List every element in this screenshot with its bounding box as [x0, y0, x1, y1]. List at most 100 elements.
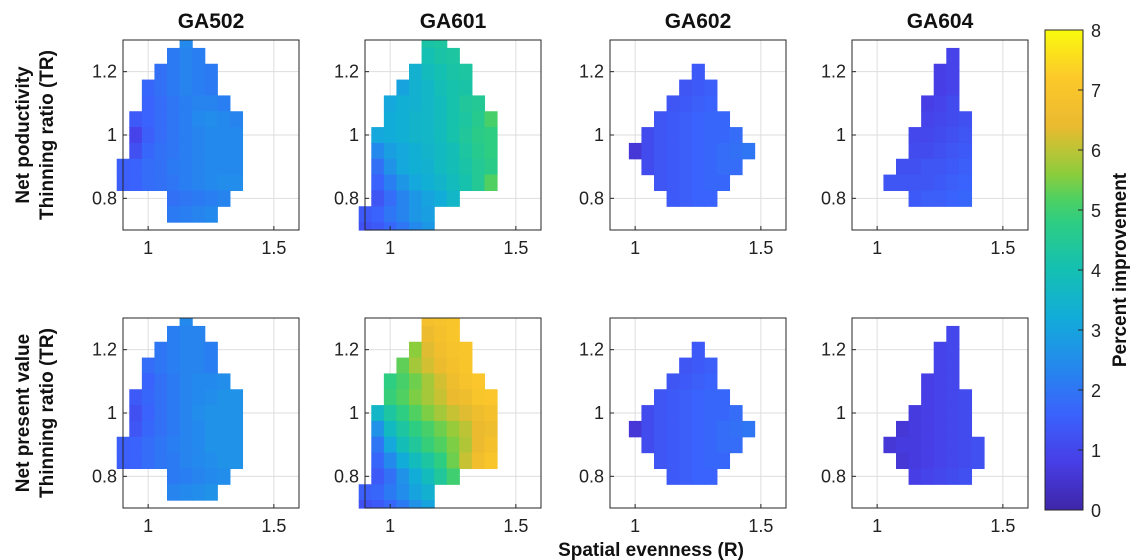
heatmap-cell: [459, 127, 473, 144]
heatmap-cell: [946, 111, 960, 128]
heatmap-cell: [459, 452, 473, 470]
heatmap-cell: [459, 405, 473, 422]
heatmap-cell: [179, 373, 193, 390]
row-label: Thinning ratio (TR): [37, 328, 58, 498]
heatmap-cell: [383, 405, 398, 422]
heatmap-cell: [908, 174, 922, 192]
heatmap-cell: [192, 47, 206, 65]
heatmap-cell: [958, 420, 973, 438]
panel-ga502-productivity: 1 1.5 0.8 1 1.2 GA502: [92, 10, 300, 258]
heatmap-cell: [421, 389, 435, 406]
y-tick-label: 0.8: [821, 188, 846, 208]
heatmap-cell: [204, 357, 218, 375]
heatmap-cell: [654, 158, 668, 176]
heatmap-cell: [434, 373, 448, 390]
heatmap-cell: [933, 373, 947, 390]
heatmap-cell: [641, 158, 655, 176]
heatmap-cell: [471, 405, 486, 422]
heatmap-cell: [409, 127, 423, 144]
heatmap-cell: [192, 63, 206, 81]
heatmap-cell: [409, 206, 423, 223]
heatmap-cell: [459, 142, 473, 160]
heatmap-cell: [729, 405, 743, 422]
heatmap-cell: [446, 318, 460, 327]
heatmap-cell: [167, 190, 181, 207]
heatmap-cell: [192, 389, 206, 406]
heatmap-cell: [691, 63, 705, 81]
heatmap-cell: [217, 373, 231, 390]
heatmap-cell: [421, 206, 435, 223]
heatmap-cell: [654, 405, 668, 422]
heatmap-cell: [409, 190, 423, 207]
y-tick-label: 0.8: [579, 188, 604, 208]
heatmap-cell: [421, 500, 435, 509]
heatmap-cell: [421, 63, 435, 81]
panel-ga604-npv: 1 1.5 0.8 1 1.2: [821, 317, 1029, 536]
heatmap-cell: [409, 63, 423, 81]
heatmap-cell: [141, 174, 156, 192]
heatmap-cell: [679, 405, 693, 422]
heatmap-cell: [179, 95, 193, 112]
heatmap-cell: [933, 127, 947, 144]
heatmap-cell: [691, 452, 705, 470]
heatmap-cell: [141, 452, 156, 470]
heatmap-cell: [204, 484, 218, 501]
heatmap-cell: [921, 190, 935, 207]
heatmap-cell: [217, 95, 231, 112]
heatmap-cell: [654, 452, 668, 470]
heatmap-cell: [217, 420, 231, 438]
heatmap-cell: [179, 206, 193, 223]
heatmap-cell: [167, 63, 181, 81]
heatmap-cell: [421, 357, 435, 375]
heatmap-cell: [229, 158, 244, 176]
heatmap-cell: [217, 436, 231, 454]
heatmap-cell: [167, 341, 181, 359]
heatmap-cell: [179, 127, 193, 144]
heatmap-cell: [654, 174, 668, 192]
heatmap-cell: [691, 389, 705, 406]
heatmap-cell: [883, 174, 897, 192]
heatmap-cell: [484, 142, 498, 160]
heatmap-cell: [409, 373, 423, 390]
heatmap-cell: [704, 405, 718, 422]
heatmap-cell: [434, 405, 448, 422]
colorbar-tick-label: 7: [1091, 81, 1101, 101]
heatmap-cell: [204, 420, 218, 438]
heatmap-cell: [908, 452, 922, 470]
heatmap-cell: [471, 452, 486, 470]
heatmap-cell: [704, 190, 718, 207]
heatmap-cell: [371, 436, 385, 454]
row-label: Net present value: [13, 334, 34, 492]
panel-ga604-productivity: 1 1.5 0.8 1 1.2 GA604: [821, 10, 1029, 258]
heatmap-cell: [383, 111, 398, 128]
y-tick-label: 1.2: [334, 62, 359, 82]
heatmap-cell: [434, 318, 448, 327]
heatmap-cell: [641, 405, 655, 422]
heatmap-cell: [396, 373, 410, 390]
panel-title: GA502: [178, 10, 245, 33]
heatmap-cell: [704, 142, 718, 160]
heatmap-cell: [154, 389, 168, 406]
heatmap-cell: [484, 389, 498, 406]
heatmap-cell: [179, 63, 193, 81]
heatmap-cell: [946, 63, 960, 81]
heatmap-cell: [691, 420, 705, 438]
heatmap-cell: [946, 325, 960, 343]
heatmap-cell: [141, 357, 156, 375]
heatmap-cell: [421, 452, 435, 470]
heatmap-cell: [434, 111, 448, 128]
heatmap-cell: [679, 373, 693, 390]
heatmap-cell: [396, 420, 410, 438]
heatmap-cell: [396, 95, 410, 112]
y-tick-label: 0.8: [92, 466, 117, 486]
heatmap-cell: [908, 468, 922, 485]
heatmap-cell: [958, 174, 973, 192]
heatmap-cell: [167, 47, 181, 65]
heatmap-cell: [933, 341, 947, 359]
heatmap-cell: [154, 142, 168, 160]
heatmap-cell: [434, 190, 448, 207]
heatmap-cell: [383, 484, 398, 501]
heatmap-cell: [192, 468, 206, 485]
heatmap-cell: [471, 174, 486, 192]
